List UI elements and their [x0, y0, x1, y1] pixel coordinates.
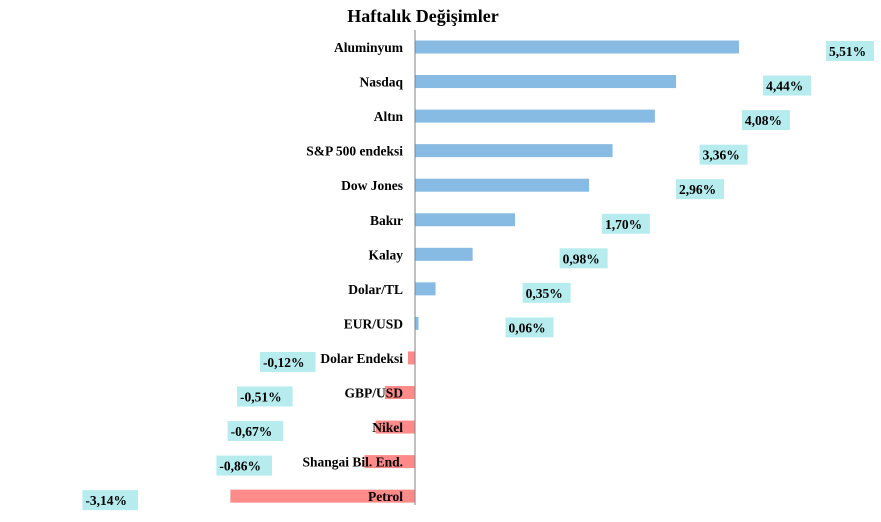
value-label: 4,44%: [766, 79, 803, 94]
value-label: 0,06%: [509, 320, 546, 335]
value-label: -0,51%: [240, 390, 282, 405]
category-label: Kalay: [368, 247, 403, 262]
category-label: S&P 500 endeksi: [306, 144, 403, 159]
category-label: Nikel: [372, 420, 403, 435]
value-label: 1,70%: [605, 217, 642, 232]
category-label: Aluminyum: [334, 40, 404, 55]
bar: [415, 144, 613, 158]
value-label-bg: [741, 110, 790, 131]
category-label: Nasdaq: [359, 75, 403, 90]
value-label-bg: [259, 351, 316, 372]
bar: [364, 455, 415, 469]
value-label: -3,14%: [85, 493, 127, 508]
value-label: 3,36%: [703, 148, 740, 163]
value-label: -0,86%: [219, 459, 261, 474]
bar: [407, 351, 415, 365]
value-label-bg: [82, 490, 138, 511]
category-label: GBP/USD: [344, 386, 403, 401]
value-label-bg: [559, 248, 608, 269]
value-label: 0,98%: [563, 251, 600, 266]
value-label-bg: [699, 144, 748, 165]
category-label: Shangai Bil. End.: [302, 455, 403, 470]
category-label: Dow Jones: [341, 178, 403, 193]
category-label: Dolar/TL: [348, 282, 403, 297]
bar: [415, 213, 515, 227]
category-label: EUR/USD: [344, 316, 404, 331]
value-label-bg: [522, 282, 571, 303]
bar: [415, 178, 590, 192]
value-label-bg: [825, 41, 874, 61]
bar: [415, 316, 419, 330]
value-label-bg: [216, 455, 273, 476]
value-label: -0,67%: [231, 424, 273, 439]
category-label: Dolar Endeksi: [320, 351, 403, 366]
category-label: Petrol: [368, 489, 403, 504]
bar: [385, 386, 415, 399]
bar: [415, 75, 677, 89]
category-label: Altın: [374, 109, 404, 124]
value-label-bg: [601, 213, 650, 234]
value-label: 4,08%: [745, 113, 782, 128]
bar: [230, 489, 415, 503]
value-label-bg: [505, 317, 554, 338]
value-label-bg: [237, 386, 293, 407]
value-label-bg: [227, 421, 284, 442]
bar: [415, 40, 739, 54]
value-label: 2,96%: [679, 182, 716, 197]
bar: [415, 282, 436, 296]
chart-title: Haftalık Değişimler: [347, 6, 498, 26]
chart-marks: Aluminyum 5,51% Nasdaq 4,44% Altın 4,08% S&P 5…: [82, 30, 874, 511]
value-label: 5,51%: [829, 44, 866, 59]
bar: [415, 247, 473, 261]
value-label: -0,12%: [263, 355, 305, 370]
category-label: Bakır: [370, 213, 403, 228]
value-label: 0,35%: [526, 286, 563, 301]
bar: [415, 109, 655, 123]
value-label-bg: [676, 179, 725, 200]
bar: [375, 420, 415, 434]
value-label-bg: [763, 75, 812, 96]
